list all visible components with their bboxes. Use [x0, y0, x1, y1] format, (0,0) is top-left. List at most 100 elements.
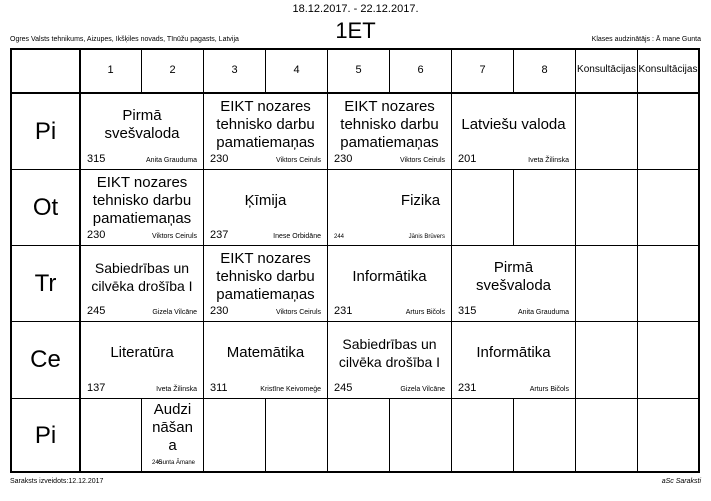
- lesson-teacher: Gizela Vilcāne: [400, 386, 445, 393]
- grid-line: [513, 169, 514, 245]
- lesson-teacher: Kristīne Keivomeģe: [260, 386, 321, 393]
- lesson-teacher: Viktors Ceiruls: [276, 309, 321, 316]
- grid-line: [265, 398, 266, 471]
- lesson-teacher: Gizela Vilcāne: [152, 309, 197, 316]
- lesson-subject: Informātika: [352, 267, 427, 285]
- school-info: Ogres Valsts tehnikums, Aizupes, Ikšķile…: [10, 36, 239, 43]
- grid-line: [10, 398, 700, 399]
- lesson-cell[interactable]: Audzināšana 245 Gunta Āmane: [142, 399, 203, 471]
- software-credit: aSc Saraksti: [661, 478, 701, 485]
- lesson-room: 245: [87, 305, 106, 317]
- column-header: 8: [541, 64, 548, 76]
- lesson-room: 311: [210, 382, 228, 394]
- lesson-room: 237: [210, 229, 229, 241]
- grid-line: [10, 471, 700, 473]
- grid-line: [327, 48, 328, 473]
- lesson-room: 244: [334, 234, 345, 240]
- lesson-teacher: Arturs Bičols: [405, 309, 445, 316]
- lesson-cell[interactable]: Informātika 231 Arturs Bičols: [452, 322, 575, 398]
- lesson-cell[interactable]: Sabiedrības un cilvēka drošība I 245 Giz…: [81, 246, 203, 321]
- grid-line: [10, 321, 700, 322]
- lesson-room: 230: [210, 153, 229, 165]
- column-header: 6: [417, 64, 424, 76]
- lesson-teacher: Iveta Žilinska: [156, 386, 197, 393]
- column-header: 5: [355, 64, 362, 76]
- grid-line: [79, 48, 81, 473]
- lesson-cell[interactable]: Literatūra 137 Iveta Žilinska: [81, 322, 203, 398]
- lesson-room: 230: [334, 153, 353, 165]
- lesson-room: 201: [458, 153, 477, 165]
- day-label: Tr: [34, 270, 57, 297]
- class-teacher: Klases audzinātājs : Ā mane Gunta: [591, 36, 701, 43]
- week-dates: 18.12.2017. - 22.12.2017.: [292, 3, 419, 15]
- lesson-cell[interactable]: EIKT nozares tehnisko darbu pamatiemaņas…: [204, 94, 327, 169]
- lesson-teacher: Arturs Bičols: [529, 386, 569, 393]
- grid-line: [389, 48, 390, 92]
- lesson-subject: Matemātika: [226, 344, 305, 361]
- lesson-room: 315: [87, 153, 106, 165]
- lesson-cell[interactable]: EIKT nozares tehnisko darbu pamatiemaņas…: [204, 246, 327, 321]
- lesson-cell[interactable]: Ķīmija 237 Inese Orbidāne: [204, 170, 327, 245]
- column-header: 3: [231, 64, 238, 76]
- lesson-cell[interactable]: Sabiedrības un cilvēka drošība I 245 Giz…: [328, 322, 451, 398]
- column-header: 2: [169, 64, 176, 76]
- lesson-room: 315: [458, 305, 477, 317]
- grid-line: [513, 48, 514, 92]
- day-label: Pi: [34, 422, 57, 449]
- lesson-teacher: Iveta Žilinska: [528, 157, 569, 164]
- column-header: Konsultācijas: [577, 64, 636, 75]
- grid-line: [637, 48, 638, 473]
- lesson-room: 230: [210, 305, 229, 317]
- day-label: Ce: [30, 346, 61, 373]
- lesson-cell[interactable]: Pirmā svešvaloda 315 Anita Grauduma: [81, 94, 203, 169]
- lesson-subject: Latviešu valoda: [461, 115, 566, 133]
- lesson-room: 137: [87, 382, 106, 394]
- lesson-teacher: Inese Orbidāne: [273, 233, 321, 240]
- lesson-cell[interactable]: Informātika 231 Arturs Bičols: [328, 246, 451, 321]
- column-header: Konsultācijas: [638, 64, 698, 75]
- grid-line: [389, 398, 390, 471]
- timetable-grid: 1 2 3 4 5 6 7 8 Konsultācijas Konsultāci…: [10, 48, 700, 473]
- column-header: 1: [107, 64, 114, 76]
- lesson-subject: EIKT nozares tehnisko darbu pamatiemaņas: [92, 173, 192, 227]
- lesson-subject: EIKT nozares tehnisko darbu pamatiemaņas: [340, 97, 439, 151]
- lesson-cell[interactable]: EIKT nozares tehnisko darbu pamatiemaņas…: [328, 94, 451, 169]
- grid-line: [203, 48, 204, 473]
- lesson-room: 245: [152, 460, 163, 466]
- grid-line: [575, 48, 576, 473]
- grid-line: [698, 48, 700, 473]
- lesson-teacher: Viktors Ceiruls: [276, 157, 321, 164]
- day-label: Pi: [34, 118, 57, 145]
- lesson-cell[interactable]: Fizika 244 Jānis Brūvers: [328, 170, 513, 245]
- grid-line: [265, 48, 266, 92]
- lesson-cell[interactable]: Latviešu valoda 201 Iveta Žilinska: [452, 94, 575, 169]
- grid-line: [10, 48, 12, 473]
- lesson-teacher: Gunta Āmane: [157, 460, 195, 466]
- lesson-subject: Fizika: [400, 191, 441, 209]
- lesson-teacher: Anita Grauduma: [146, 157, 197, 164]
- lesson-subject: Pirmā svešvaloda: [475, 258, 552, 294]
- lesson-cell[interactable]: Pirmā svešvaloda 315 Anita Grauduma: [452, 246, 575, 321]
- lesson-room: 245: [334, 382, 353, 394]
- lesson-teacher: Viktors Ceiruls: [152, 233, 197, 240]
- grid-line: [141, 398, 142, 471]
- created-date: Saraksts izveidots:12.12.2017: [10, 478, 104, 485]
- grid-line: [10, 169, 700, 170]
- lesson-subject: Sabiedrības un cilvēka drošība I: [338, 336, 441, 370]
- lesson-subject: Audzināšana: [152, 401, 193, 454]
- grid-line: [10, 92, 700, 94]
- lesson-subject: Pirmā svešvaloda: [104, 106, 180, 142]
- lesson-subject: EIKT nozares tehnisko darbu pamatiemaņas: [216, 249, 315, 303]
- lesson-subject: Literatūra: [110, 344, 174, 361]
- lesson-cell[interactable]: Matemātika 311 Kristīne Keivomeģe: [204, 322, 327, 398]
- lesson-subject: Sabiedrības un cilvēka drošība I: [91, 259, 193, 294]
- lesson-teacher: Jānis Brūvers: [408, 234, 445, 240]
- lesson-room: 231: [458, 382, 477, 394]
- class-title: 1ET: [335, 18, 376, 43]
- lesson-room: 231: [334, 305, 353, 317]
- grid-line: [513, 398, 514, 471]
- column-header: 7: [479, 64, 486, 76]
- grid-line: [451, 48, 452, 473]
- lesson-teacher: Anita Grauduma: [518, 309, 569, 316]
- lesson-cell[interactable]: EIKT nozares tehnisko darbu pamatiemaņas…: [81, 170, 203, 245]
